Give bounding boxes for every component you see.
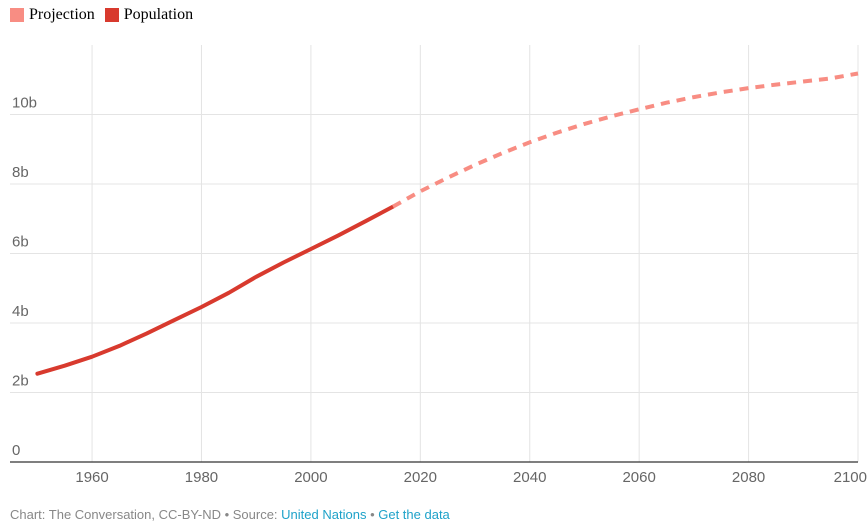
x-tick-label: 2080 xyxy=(732,469,765,486)
legend-item-population: Population xyxy=(104,6,194,24)
x-tick-label: 1960 xyxy=(75,469,108,486)
series-line-projection xyxy=(392,71,859,209)
x-tick-label: 2100 xyxy=(834,469,867,486)
legend-swatch-projection xyxy=(10,8,24,22)
legend-label-projection: Projection xyxy=(29,6,95,23)
series-line-population xyxy=(35,204,395,376)
y-tick-label: 10b xyxy=(12,95,37,112)
y-tick-label: 8b xyxy=(12,164,29,181)
grid-lines xyxy=(10,45,859,462)
y-tick-label: 2b xyxy=(12,373,29,390)
footer-credit: Chart: The Conversation, CC-BY-ND • Sour… xyxy=(10,507,282,522)
get-data-link[interactable]: Get the data xyxy=(378,507,450,522)
x-tick-label: 2060 xyxy=(622,469,655,486)
population-line-chart: 0 2b 4b 6b 8b 10b 1960 1980 2000 2020 2040 2060 2080… xyxy=(10,45,867,486)
x-tick-label: 2000 xyxy=(294,469,327,486)
x-tick-label: 2020 xyxy=(404,469,437,486)
data-series xyxy=(35,71,859,376)
y-tick-label: 4b xyxy=(12,303,29,320)
chart-footer: Chart: The Conversation, CC-BY-ND • Sour… xyxy=(10,507,450,522)
chart-legend: Projection Population xyxy=(10,6,197,24)
legend-item-projection: Projection xyxy=(10,6,95,24)
x-tick-label: 2040 xyxy=(513,469,546,486)
axes: 0 2b 4b 6b 8b 10b 1960 1980 2000 2020 2040 2060 2080… xyxy=(10,95,867,486)
y-tick-label: 6b xyxy=(12,234,29,251)
footer-separator: • xyxy=(366,507,379,522)
y-tick-label: 0 xyxy=(12,442,20,459)
source-link[interactable]: United Nations xyxy=(281,507,367,522)
x-tick-label: 1980 xyxy=(185,469,218,486)
legend-label-population: Population xyxy=(123,6,194,23)
legend-swatch-population xyxy=(104,8,119,22)
